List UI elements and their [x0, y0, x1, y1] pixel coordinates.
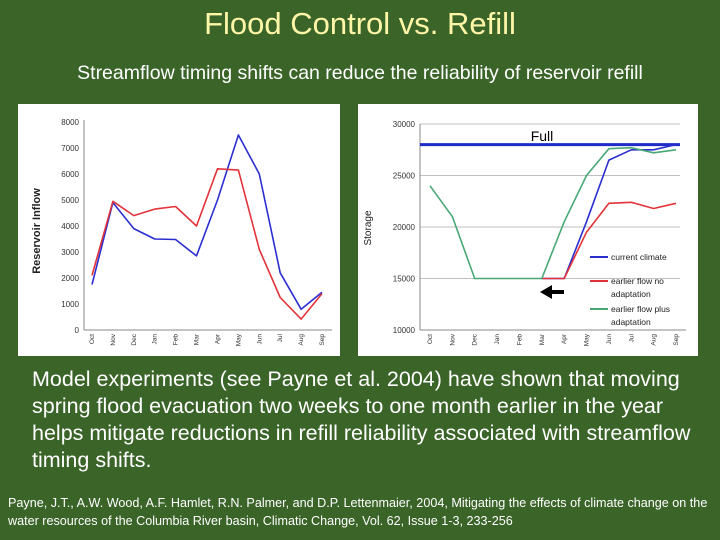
body-text: Model experiments (see Payne et al. 2004…	[32, 367, 691, 472]
x-tick-label-0: Jun	[256, 334, 263, 345]
inflow-series-red	[91, 168, 323, 320]
storage-chart-panel: Storage Full current climate earlier flo…	[358, 104, 698, 356]
inflow-series-blue	[91, 134, 323, 310]
x-tick-label-0: Dec	[131, 333, 138, 345]
slide-title: Flood Control vs. Refill	[204, 6, 516, 41]
x-tick-label-1: Aug	[651, 334, 658, 346]
inflow-y-axis-title: Reservoir Inflow	[31, 188, 43, 274]
x-tick-label-0: Apr	[214, 333, 221, 344]
x-tick-label-0: Oct	[89, 334, 96, 344]
y-tick-label-0: 5000	[61, 196, 79, 205]
x-tick-label-0: Mar	[194, 333, 201, 345]
storage-y-axis-title: Storage	[363, 210, 374, 245]
x-tick-label-1: Jun	[606, 334, 613, 345]
y-tick-label-1: 30000	[393, 120, 416, 129]
x-tick-label-1: Feb	[516, 334, 523, 346]
y-tick-label-0: 4000	[61, 222, 79, 231]
y-tick-label-0: 0	[75, 326, 80, 335]
legend-no-adapt-label-2: adaptation	[611, 289, 651, 299]
x-tick-label-1: May	[584, 333, 591, 346]
x-tick-label-1: Jul	[628, 333, 635, 342]
y-tick-label-0: 3000	[61, 248, 79, 257]
x-tick-label-1: Oct	[427, 334, 434, 344]
full-level-label: Full	[531, 128, 554, 144]
citation-text: Payne, J.T., A.W. Wood, A.F. Hamlet, R.N…	[8, 496, 708, 528]
storage-series-green	[429, 146, 677, 280]
inflow-chart-panel: Reservoir Inflow 0 1000 2000 3000 4000 5000 60…	[18, 104, 340, 356]
slide-subtitle: Streamflow timing shifts can reduce the …	[77, 62, 643, 84]
x-tick-label-1: Jan	[494, 334, 501, 345]
shift-arrow-icon	[540, 285, 564, 299]
storage-series-red	[541, 201, 677, 280]
y-tick-label-0: 2000	[61, 274, 79, 283]
x-tick-label-0: Nov	[110, 333, 117, 345]
x-tick-label-0: Jan	[152, 334, 159, 345]
y-tick-label-1: 10000	[393, 326, 416, 335]
x-tick-label-1: Mar	[539, 333, 546, 345]
inflow-chart: Reservoir Inflow 0 1000 2000 3000 4000 5000 60…	[31, 118, 332, 346]
y-tick-label-0: 6000	[61, 170, 79, 179]
y-tick-label-1: 15000	[393, 275, 416, 284]
legend-current-label: current climate	[611, 252, 667, 262]
x-tick-label-0: Jul	[277, 333, 284, 342]
x-tick-label-1: Sep	[673, 334, 680, 346]
legend-plus-adapt-label-1: earlier flow plus	[611, 304, 670, 314]
x-tick-label-0: Sep	[319, 334, 326, 346]
storage-legend: current climate earlier flow no adaptati…	[590, 252, 670, 327]
x-tick-label-0: May	[235, 333, 242, 346]
storage-chart: Storage Full current climate earlier flo…	[363, 120, 686, 346]
y-tick-label-0: 7000	[61, 144, 79, 153]
legend-no-adapt-label-1: earlier flow no	[611, 276, 664, 286]
x-tick-label-0: Aug	[298, 334, 305, 346]
x-tick-label-1: Apr	[561, 333, 568, 344]
legend-plus-adapt-label-2: adaptation	[611, 317, 651, 327]
y-tick-label-1: 20000	[393, 223, 416, 232]
y-tick-label-0: 1000	[61, 300, 79, 309]
y-tick-label-0: 8000	[61, 118, 79, 127]
x-tick-label-0: Feb	[173, 334, 180, 346]
x-tick-label-1: Nov	[449, 333, 456, 345]
x-tick-label-1: Dec	[472, 333, 479, 345]
y-tick-label-1: 25000	[393, 172, 416, 181]
